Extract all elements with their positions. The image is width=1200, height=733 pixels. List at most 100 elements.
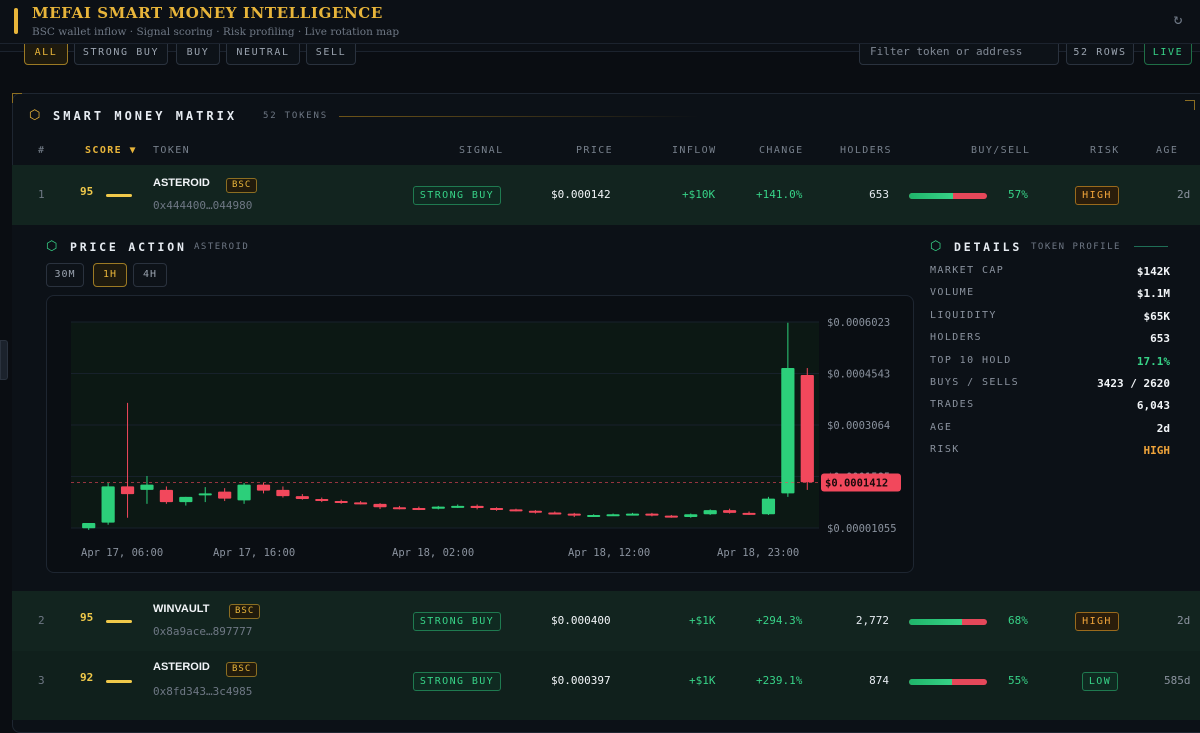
row-price: $0.000142 [551, 188, 611, 201]
buy-pct: 55% [1008, 674, 1028, 687]
col-change[interactable]: CHANGE [759, 145, 804, 156]
detail-value: $142K [1136, 265, 1170, 278]
last-price-label: $0.0001412 [825, 478, 888, 490]
token-address[interactable]: 0x8a9ace…897777 [153, 625, 253, 638]
detail-value: $65K [1143, 309, 1171, 323]
token-address[interactable]: 0x444400…044980 [153, 199, 253, 212]
col-token[interactable]: TOKEN [153, 145, 191, 156]
token-address[interactable]: 0x8fd343…3c4985 [153, 685, 253, 698]
chain-badge: BSC [226, 178, 258, 193]
x-tick-label: Apr 18, 02:00 [392, 547, 474, 559]
details-title: DETAILS [954, 240, 1023, 254]
refresh-icon-front[interactable]: ↻ [1173, 10, 1183, 28]
table-row[interactable]: 1 95 ASTEROID BSC 0x444400…044980 STRONG… [12, 165, 1200, 225]
sidebar-collapse-handle[interactable] [0, 340, 8, 380]
detail-value: 653 [1150, 332, 1170, 346]
search-input[interactable]: Filter token or address [859, 40, 1059, 65]
candle-body [761, 498, 776, 515]
detail-row: TRADES 6,043 [930, 399, 1170, 415]
row-age: 2d [1177, 188, 1191, 201]
detail-row: BUYS / SELLS 3423 / 2620 [930, 377, 1170, 393]
row-rank: 2 [38, 614, 45, 627]
buy-fill [909, 679, 952, 685]
buy-sell-bar [909, 193, 987, 199]
matrix-title: SMART MONEY MATRIX [53, 109, 238, 123]
candle-body [625, 513, 640, 516]
detail-row: HOLDERS 653 [930, 332, 1170, 348]
y-tick-label: $0.00001055 [827, 523, 897, 535]
candle-body [256, 484, 271, 491]
row-change: +141.0% [756, 188, 803, 201]
col-risk[interactable]: RISK [1090, 145, 1120, 156]
detail-row: MARKET CAP $142K [930, 265, 1170, 281]
candle-body [781, 368, 795, 494]
buy-fill [909, 619, 963, 625]
panel-corner [1185, 100, 1195, 110]
timeframe-4h-button[interactable]: 4H [133, 263, 167, 287]
price-chart[interactable]: $0.0006023$0.0004543$0.0003064$0.0001585… [46, 295, 914, 573]
detail-label: MARKET CAP [930, 265, 1005, 276]
candle-body [373, 503, 387, 508]
detail-value: $1.1M [1136, 287, 1170, 301]
timeframe-30m-button[interactable]: 30M [46, 263, 84, 287]
col-score[interactable]: SCORE ▼ [85, 145, 137, 156]
app-subtitle-front: BSC wallet inflow · Signal scoring · Ris… [32, 26, 400, 38]
col-holders[interactable]: HOLDERS [840, 145, 892, 156]
detail-label: AGE [930, 421, 953, 433]
candle-body [315, 498, 329, 502]
row-price: $0.000400 [551, 614, 611, 627]
filter-buy-button[interactable]: BUY [176, 40, 220, 65]
candle-body [179, 496, 193, 503]
col-buy-sell[interactable]: BUY/SELL [971, 145, 1031, 156]
table-row[interactable]: 3 92 ASTEROID BSC 0x8fd343…3c4985 STRONG… [12, 651, 1200, 720]
token-name[interactable]: ASTEROID [153, 661, 210, 673]
candle-body [470, 505, 484, 509]
row-inflow: +$1K [689, 614, 716, 627]
candle-body [509, 509, 523, 512]
candle-body [664, 515, 678, 518]
buy-pct: 57% [1008, 188, 1028, 201]
detail-row: VOLUME $1.1M [930, 287, 1170, 303]
timeframe-1h-button[interactable]: 1H [93, 263, 127, 287]
candle-body [412, 508, 426, 511]
row-inflow: +$1K [689, 674, 716, 687]
brand-accent-bar-front [14, 8, 18, 34]
signal-badge: STRONG BUY [413, 186, 501, 205]
detail-value: 3423 / 2620 [1097, 377, 1170, 390]
filter-all-button[interactable]: ALL [24, 40, 68, 65]
detail-value: 17.1% [1136, 354, 1170, 368]
token-name[interactable]: ASTEROID [153, 177, 210, 189]
candle-body [198, 493, 212, 496]
detail-value: HIGH [1143, 444, 1171, 458]
candlestick-chart[interactable]: $0.0006023$0.0004543$0.0003064$0.0001585… [47, 296, 915, 574]
risk-badge: HIGH [1075, 612, 1119, 631]
detail-label: BUYS / SELLS [930, 377, 1020, 388]
details-subtitle: TOKEN PROFILE [1031, 242, 1121, 252]
rows-count-badge: 52 ROWS [1066, 40, 1134, 65]
detail-label: LIQUIDITY [930, 309, 997, 321]
col-signal[interactable]: SIGNAL [459, 145, 504, 156]
row-score: 95 [80, 611, 94, 624]
filter-sell-button[interactable]: SELL [306, 40, 356, 65]
token-name[interactable]: WINVAULT [153, 603, 210, 615]
detail-label: TOP 10 HOLD [930, 354, 1012, 366]
detail-row: LIQUIDITY $65K [930, 310, 1170, 326]
hexagon-icon: ⬡ [46, 239, 58, 254]
candle-body [723, 510, 737, 513]
row-inflow: +$10K [682, 188, 716, 201]
col-age[interactable]: AGE [1156, 145, 1179, 156]
row-score: 92 [80, 671, 94, 684]
last-price-tag [821, 473, 901, 492]
row-score: 95 [80, 185, 94, 198]
col-price[interactable]: PRICE [576, 145, 614, 156]
col-inflow[interactable]: INFLOW [672, 145, 717, 156]
buy-pct: 68% [1008, 614, 1028, 627]
hexagon-icon: ⬡ [930, 239, 942, 254]
hexagon-icon: ⬡ [29, 108, 41, 123]
filter-strong-buy-button[interactable]: STRONG BUY [74, 40, 168, 65]
candle-body [120, 486, 135, 495]
table-row[interactable]: 2 95 WINVAULT BSC 0x8a9ace…897777 STRONG… [12, 591, 1200, 651]
detail-row: TOP 10 HOLD 17.1% [930, 355, 1170, 371]
score-bar [106, 194, 132, 197]
candle-body [159, 489, 173, 503]
